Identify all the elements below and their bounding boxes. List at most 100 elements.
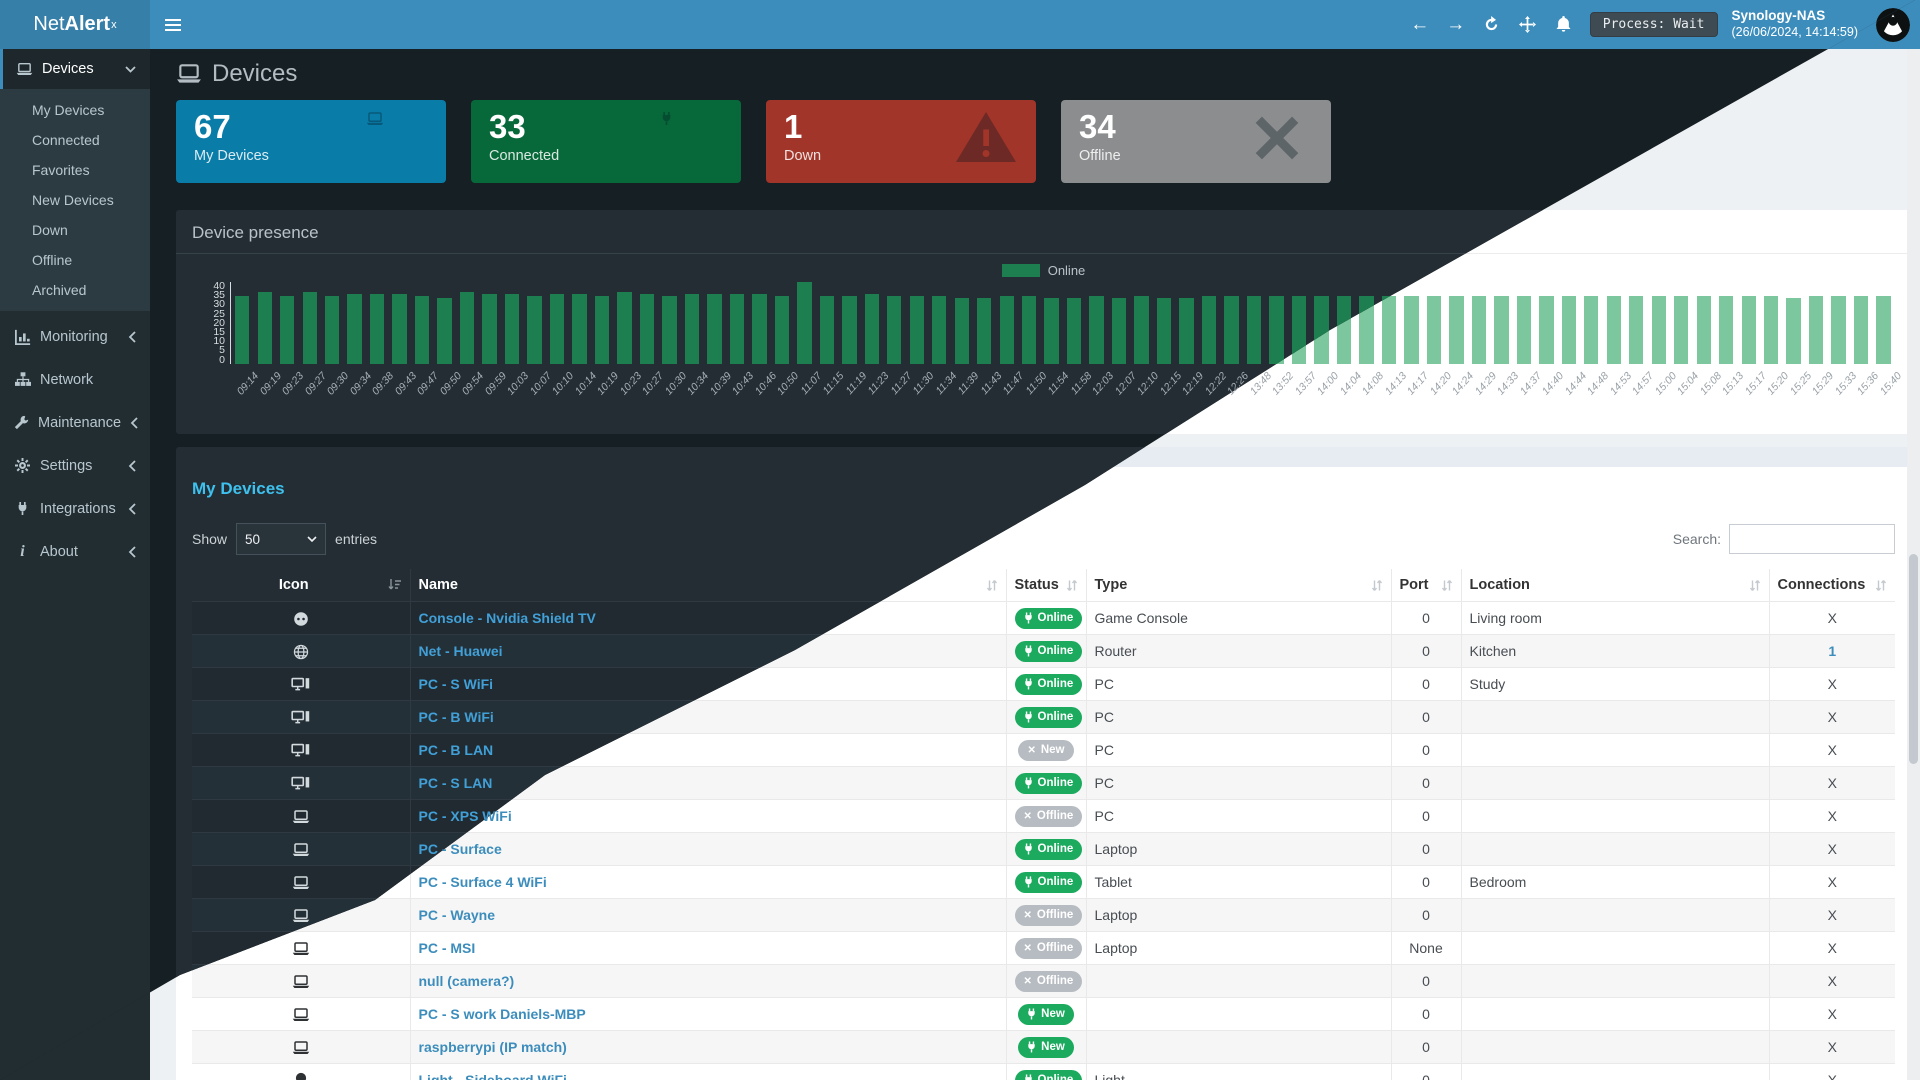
status-badge: Online xyxy=(1014,640,1083,662)
connections-link[interactable]: 1 xyxy=(1828,643,1837,659)
y-tick: 20 xyxy=(213,316,225,329)
card-down[interactable]: 1 Down xyxy=(766,100,1036,183)
move-icon[interactable] xyxy=(1510,0,1546,49)
card-my-devices[interactable]: 67 My Devices xyxy=(176,100,446,183)
device-name-cell: raspberrypi (IP match) xyxy=(410,1030,1007,1064)
chevron-down-icon xyxy=(307,535,317,542)
back-arrow-icon[interactable]: ← xyxy=(1410,13,1430,35)
card-connected[interactable]: 33 Connected xyxy=(471,100,741,183)
status-cell: ✕New xyxy=(1006,733,1087,767)
device-name-link[interactable]: Light - Sideboard WiFi xyxy=(418,1072,567,1080)
bar xyxy=(662,296,677,364)
connections-cell: X xyxy=(1769,997,1895,1031)
bar xyxy=(1584,296,1599,364)
bar xyxy=(1044,298,1059,364)
y-tick: 0 xyxy=(219,353,225,366)
device-name-cell: PC - Wayne xyxy=(410,898,1007,932)
port-cell: 0 xyxy=(1391,601,1462,635)
type-cell: Laptop xyxy=(1086,832,1392,866)
bar xyxy=(1471,296,1487,364)
plug-icon xyxy=(661,112,723,168)
type-cell: Laptop xyxy=(1086,898,1392,932)
connections-cell: X xyxy=(1769,667,1895,701)
type-cell xyxy=(1086,1030,1392,1064)
col-header-status[interactable]: Status xyxy=(1006,569,1087,602)
sidebar-subitem-new-devices[interactable]: New Devices xyxy=(32,192,114,208)
port-cell: 0 xyxy=(1391,865,1462,899)
device-name-link[interactable]: PC - S work Daniels-MBP xyxy=(418,1006,586,1022)
scrollbar[interactable] xyxy=(1907,49,1920,1080)
status-badge: ✕Offline xyxy=(1014,970,1083,992)
port-cell: 0 xyxy=(1391,700,1462,734)
sitemap-icon xyxy=(14,371,31,388)
device-name-link[interactable]: PC - B WiFi xyxy=(418,709,494,725)
card-offline[interactable]: 34 Offline xyxy=(1061,100,1331,183)
y-tick: 35 xyxy=(213,289,225,302)
device-name-link[interactable]: PC - Surface 4 WiFi xyxy=(418,874,547,890)
device-name-link[interactable]: raspberrypi (IP match) xyxy=(418,1039,567,1055)
legend-swatch xyxy=(1001,264,1040,277)
status-badge: Online xyxy=(1014,673,1083,695)
device-name-cell: PC - Surface 4 WiFi xyxy=(410,865,1007,899)
card-value: 67 xyxy=(194,108,231,145)
location-cell xyxy=(1461,1030,1770,1064)
connections-cell: X xyxy=(1769,964,1895,998)
col-header-connections[interactable]: Connections xyxy=(1769,569,1895,602)
sidebar-item-integrations[interactable]: Integrations xyxy=(0,487,150,530)
search-input[interactable] xyxy=(1729,524,1895,554)
connections-cell: X xyxy=(1769,766,1895,800)
sidebar-subitem-archived[interactable]: Archived xyxy=(32,282,87,298)
page-size-select[interactable]: 50 xyxy=(236,523,327,555)
process-status-badge[interactable]: Process: Wait xyxy=(1589,12,1718,37)
bar xyxy=(1111,298,1127,364)
my-devices-tab[interactable]: My Devices xyxy=(192,479,285,498)
device-name-link[interactable]: PC - S WiFi xyxy=(418,676,494,692)
forward-arrow-icon[interactable]: → xyxy=(1446,13,1466,35)
scrollbar-thumb[interactable] xyxy=(1909,554,1918,764)
device-name-link[interactable]: PC - MSI xyxy=(418,940,476,956)
device-name-link[interactable]: PC - Wayne xyxy=(418,907,496,923)
sidebar-subitem-offline[interactable]: Offline xyxy=(32,252,73,268)
col-header-location[interactable]: Location xyxy=(1461,569,1770,602)
bar xyxy=(1606,296,1621,364)
device-laptop-icon xyxy=(192,1030,411,1064)
col-header-type[interactable]: Type xyxy=(1086,569,1392,602)
device-name-link[interactable]: PC - S LAN xyxy=(418,775,493,791)
sidebar-item-monitoring[interactable]: Monitoring xyxy=(0,315,150,358)
connections-cell: X xyxy=(1769,601,1895,635)
x-tick-label: 15:40 xyxy=(1877,370,1904,398)
device-name-link[interactable]: PC - B LAN xyxy=(418,742,494,758)
col-header-port[interactable]: Port xyxy=(1391,569,1462,602)
devices-submenu: My Devices Connected Favorites New Devices D… xyxy=(0,89,150,311)
sidebar-item-settings[interactable]: Settings xyxy=(0,444,150,487)
sidebar-item-devices[interactable]: Devices xyxy=(0,49,150,89)
sidebar-subitem-connected[interactable]: Connected xyxy=(32,132,100,148)
sidebar-toggle-button[interactable] xyxy=(150,0,196,49)
bell-icon[interactable] xyxy=(1546,0,1582,49)
refresh-icon[interactable] xyxy=(1474,0,1510,49)
sort-icon xyxy=(986,579,998,592)
device-name-link[interactable]: null (camera?) xyxy=(418,973,515,989)
status-badge: ✕Offline xyxy=(1014,904,1083,926)
connections-x: X xyxy=(1827,907,1837,923)
device-name-link[interactable]: Console - Nvidia Shield TV xyxy=(418,610,596,626)
device-name-link[interactable]: Net - Huawei xyxy=(418,643,503,659)
type-cell: Game Console xyxy=(1086,601,1392,635)
sidebar-subitem-favorites[interactable]: Favorites xyxy=(32,162,90,178)
device-desktop-icon xyxy=(192,667,411,701)
bar xyxy=(235,296,250,364)
show-label: Show xyxy=(192,531,228,547)
bar xyxy=(684,294,700,364)
sidebar-subitem-my-devices[interactable]: My Devices xyxy=(32,102,105,118)
sidebar-subitem-down[interactable]: Down xyxy=(32,222,68,238)
bar xyxy=(1719,296,1734,364)
warning-icon xyxy=(956,112,1018,168)
search-label: Search: xyxy=(1672,531,1721,547)
bar xyxy=(347,294,362,364)
col-header-icon[interactable]: Icon xyxy=(192,569,411,602)
type-cell xyxy=(1086,997,1392,1031)
sidebar-item-maintenance[interactable]: Maintenance xyxy=(0,401,150,444)
sidebar-item-network[interactable]: Network xyxy=(0,358,150,401)
